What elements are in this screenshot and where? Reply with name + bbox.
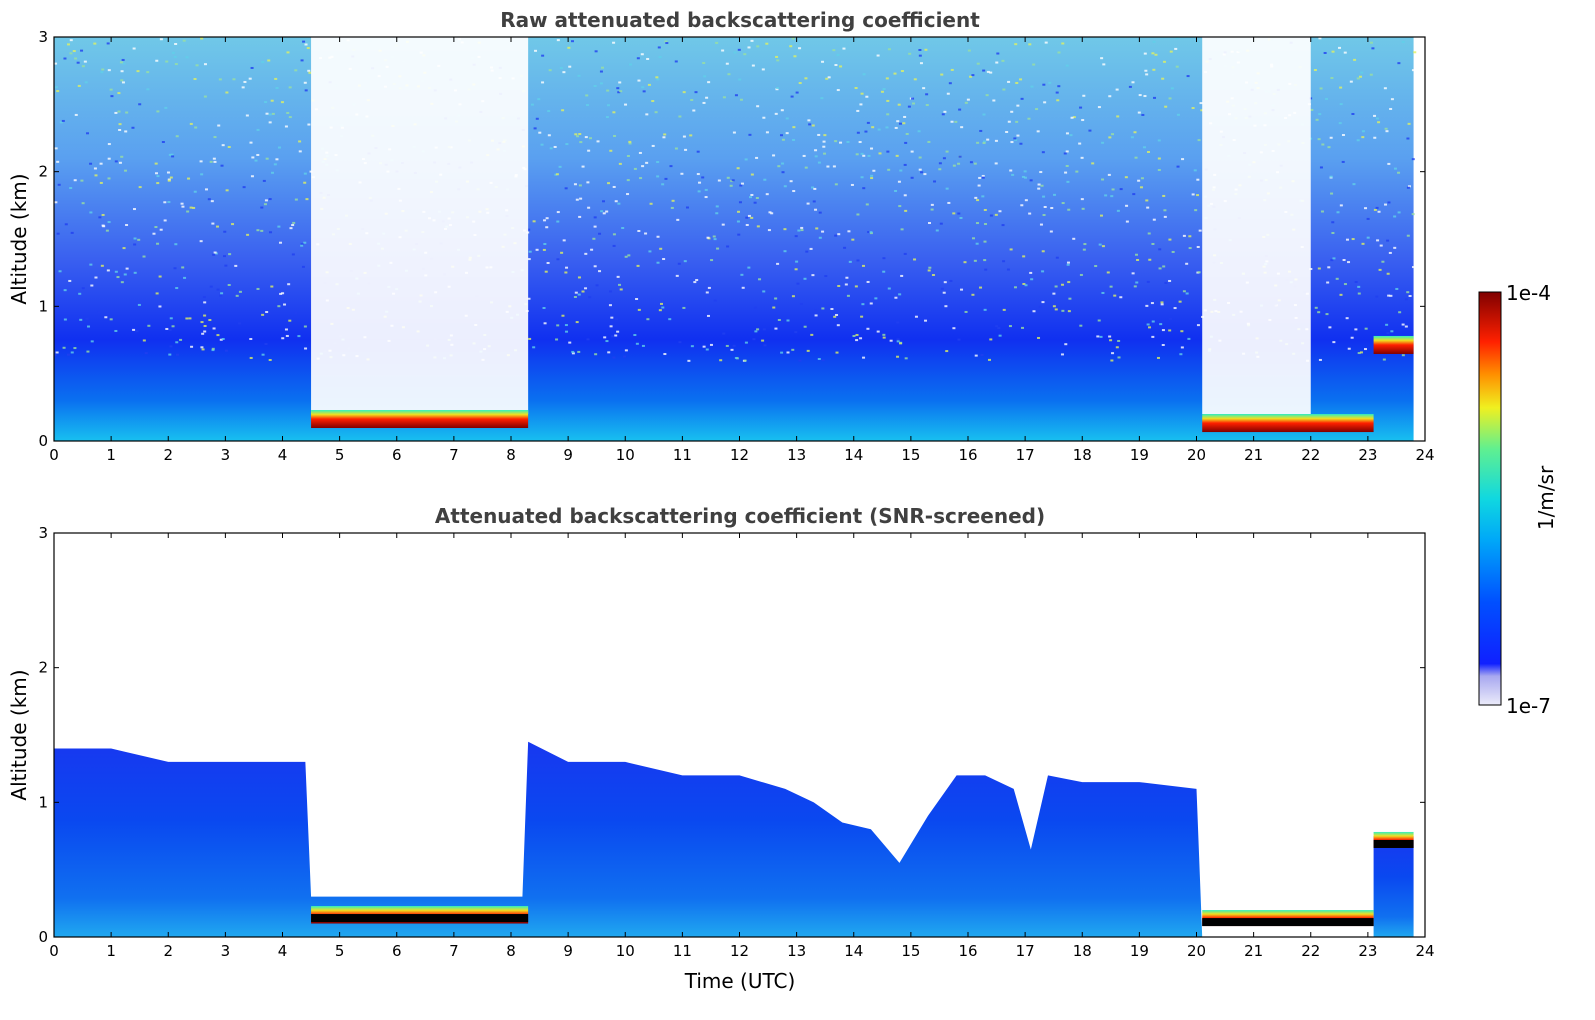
x-tick-label: 17	[1016, 942, 1035, 960]
x-tick-label: 22	[1301, 942, 1320, 960]
panel-screened-ylabel: Altitude (km)	[7, 669, 31, 800]
x-tick-label: 5	[335, 942, 345, 960]
y-tick-label: 1	[38, 793, 48, 811]
panel-screened: Attenuated backscattering coefficient (S…	[7, 504, 1435, 993]
raw-signal-gap	[1202, 37, 1311, 415]
colorbar: 1e-4 1e-7 1/m/sr	[1478, 281, 1558, 718]
x-tick-label: 13	[787, 942, 806, 960]
screened-late-aerosol	[1373, 836, 1414, 937]
panel-raw-ylabel: Altitude (km)	[7, 173, 31, 304]
y-tick-label: 0	[38, 432, 48, 450]
x-tick-label: 3	[221, 446, 231, 464]
x-tick-label: 2	[163, 942, 173, 960]
x-tick-label: 16	[958, 942, 977, 960]
x-tick-label: 4	[278, 942, 288, 960]
panel-raw-plot-area	[54, 37, 1417, 441]
x-tick-label: 0	[49, 446, 59, 464]
x-tick-label: 5	[335, 446, 345, 464]
x-tick-label: 1	[106, 446, 116, 464]
panel-raw-title: Raw attenuated backscattering coefficien…	[500, 8, 980, 32]
x-tick-label: 19	[1130, 942, 1149, 960]
x-tick-label: 0	[49, 942, 59, 960]
y-tick-label: 0	[38, 928, 48, 946]
panel-raw-ticks: 0 1 2 3 4 5 6 7 8 9 10 11 12 13 14 15 16 17 18 19 20 21 22 23 24…	[38, 28, 1434, 464]
x-tick-label: 11	[673, 942, 692, 960]
x-tick-label: 22	[1301, 446, 1320, 464]
x-tick-label: 10	[616, 942, 635, 960]
raw-cloud-layer	[1373, 335, 1414, 354]
y-tick-label: 2	[38, 163, 48, 181]
x-tick-label: 18	[1073, 446, 1092, 464]
raw-speckle	[54, 37, 1417, 362]
x-tick-label: 10	[616, 446, 635, 464]
raw-signal-gap	[311, 37, 529, 415]
x-tick-label: 24	[1415, 942, 1434, 960]
raw-cloud-layer	[1202, 414, 1374, 433]
x-tick-label: 15	[901, 446, 920, 464]
x-tick-label: 9	[563, 446, 573, 464]
x-tick-label: 23	[1358, 446, 1377, 464]
panel-screened-plot-area	[54, 741, 1414, 937]
screened-cloud-saturated	[311, 914, 529, 923]
x-tick-label: 7	[449, 446, 459, 464]
colorbar-gradient	[1478, 291, 1502, 706]
x-tick-label: 20	[1187, 446, 1206, 464]
x-tick-label: 2	[163, 446, 173, 464]
colorbar-max-label: 1e-4	[1506, 281, 1551, 305]
x-tick-label: 21	[1244, 942, 1263, 960]
x-tick-label: 7	[449, 942, 459, 960]
screened-cloud-saturated	[1373, 839, 1414, 848]
x-tick-label: 9	[563, 942, 573, 960]
y-tick-label: 1	[38, 297, 48, 315]
colorbar-min-label: 1e-7	[1506, 694, 1551, 718]
x-tick-label: 20	[1187, 942, 1206, 960]
x-tick-label: 1	[106, 942, 116, 960]
raw-signal-field	[54, 37, 1414, 441]
x-tick-label: 15	[901, 942, 920, 960]
x-tick-label: 24	[1415, 446, 1434, 464]
panel-screened-title: Attenuated backscattering coefficient (S…	[435, 504, 1045, 528]
x-tick-label: 14	[844, 446, 863, 464]
x-tick-label: 8	[506, 446, 516, 464]
x-tick-label: 12	[730, 446, 749, 464]
x-tick-label: 14	[844, 942, 863, 960]
colorbar-unit-label: 1/m/sr	[1534, 465, 1558, 530]
screened-cloud-saturated	[1202, 918, 1374, 927]
raw-cloud-layer	[311, 410, 529, 429]
x-tick-label: 12	[730, 942, 749, 960]
x-tick-label: 6	[392, 942, 402, 960]
x-tick-label: 4	[278, 446, 288, 464]
panel-screened-ticks: 0 1 2 3 4 5 6 7 8 9 10 11 12 13 14 15 16 17 18 19 20 21 22 23 24…	[38, 524, 1434, 960]
x-tick-label: 17	[1016, 446, 1035, 464]
y-tick-label: 2	[38, 659, 48, 677]
x-tick-label: 13	[787, 446, 806, 464]
x-tick-label: 21	[1244, 446, 1263, 464]
x-tick-label: 23	[1358, 942, 1377, 960]
panel-raw: Raw attenuated backscattering coefficien…	[7, 8, 1435, 464]
y-tick-label: 3	[38, 28, 48, 46]
panel-screened-xlabel: Time (UTC)	[684, 969, 796, 993]
x-tick-label: 16	[958, 446, 977, 464]
screened-boundary-layer	[54, 741, 1203, 937]
x-tick-label: 8	[506, 942, 516, 960]
x-tick-label: 11	[673, 446, 692, 464]
x-tick-label: 3	[221, 942, 231, 960]
x-tick-label: 19	[1130, 446, 1149, 464]
y-tick-label: 3	[38, 524, 48, 542]
x-tick-label: 6	[392, 446, 402, 464]
x-tick-label: 18	[1073, 942, 1092, 960]
